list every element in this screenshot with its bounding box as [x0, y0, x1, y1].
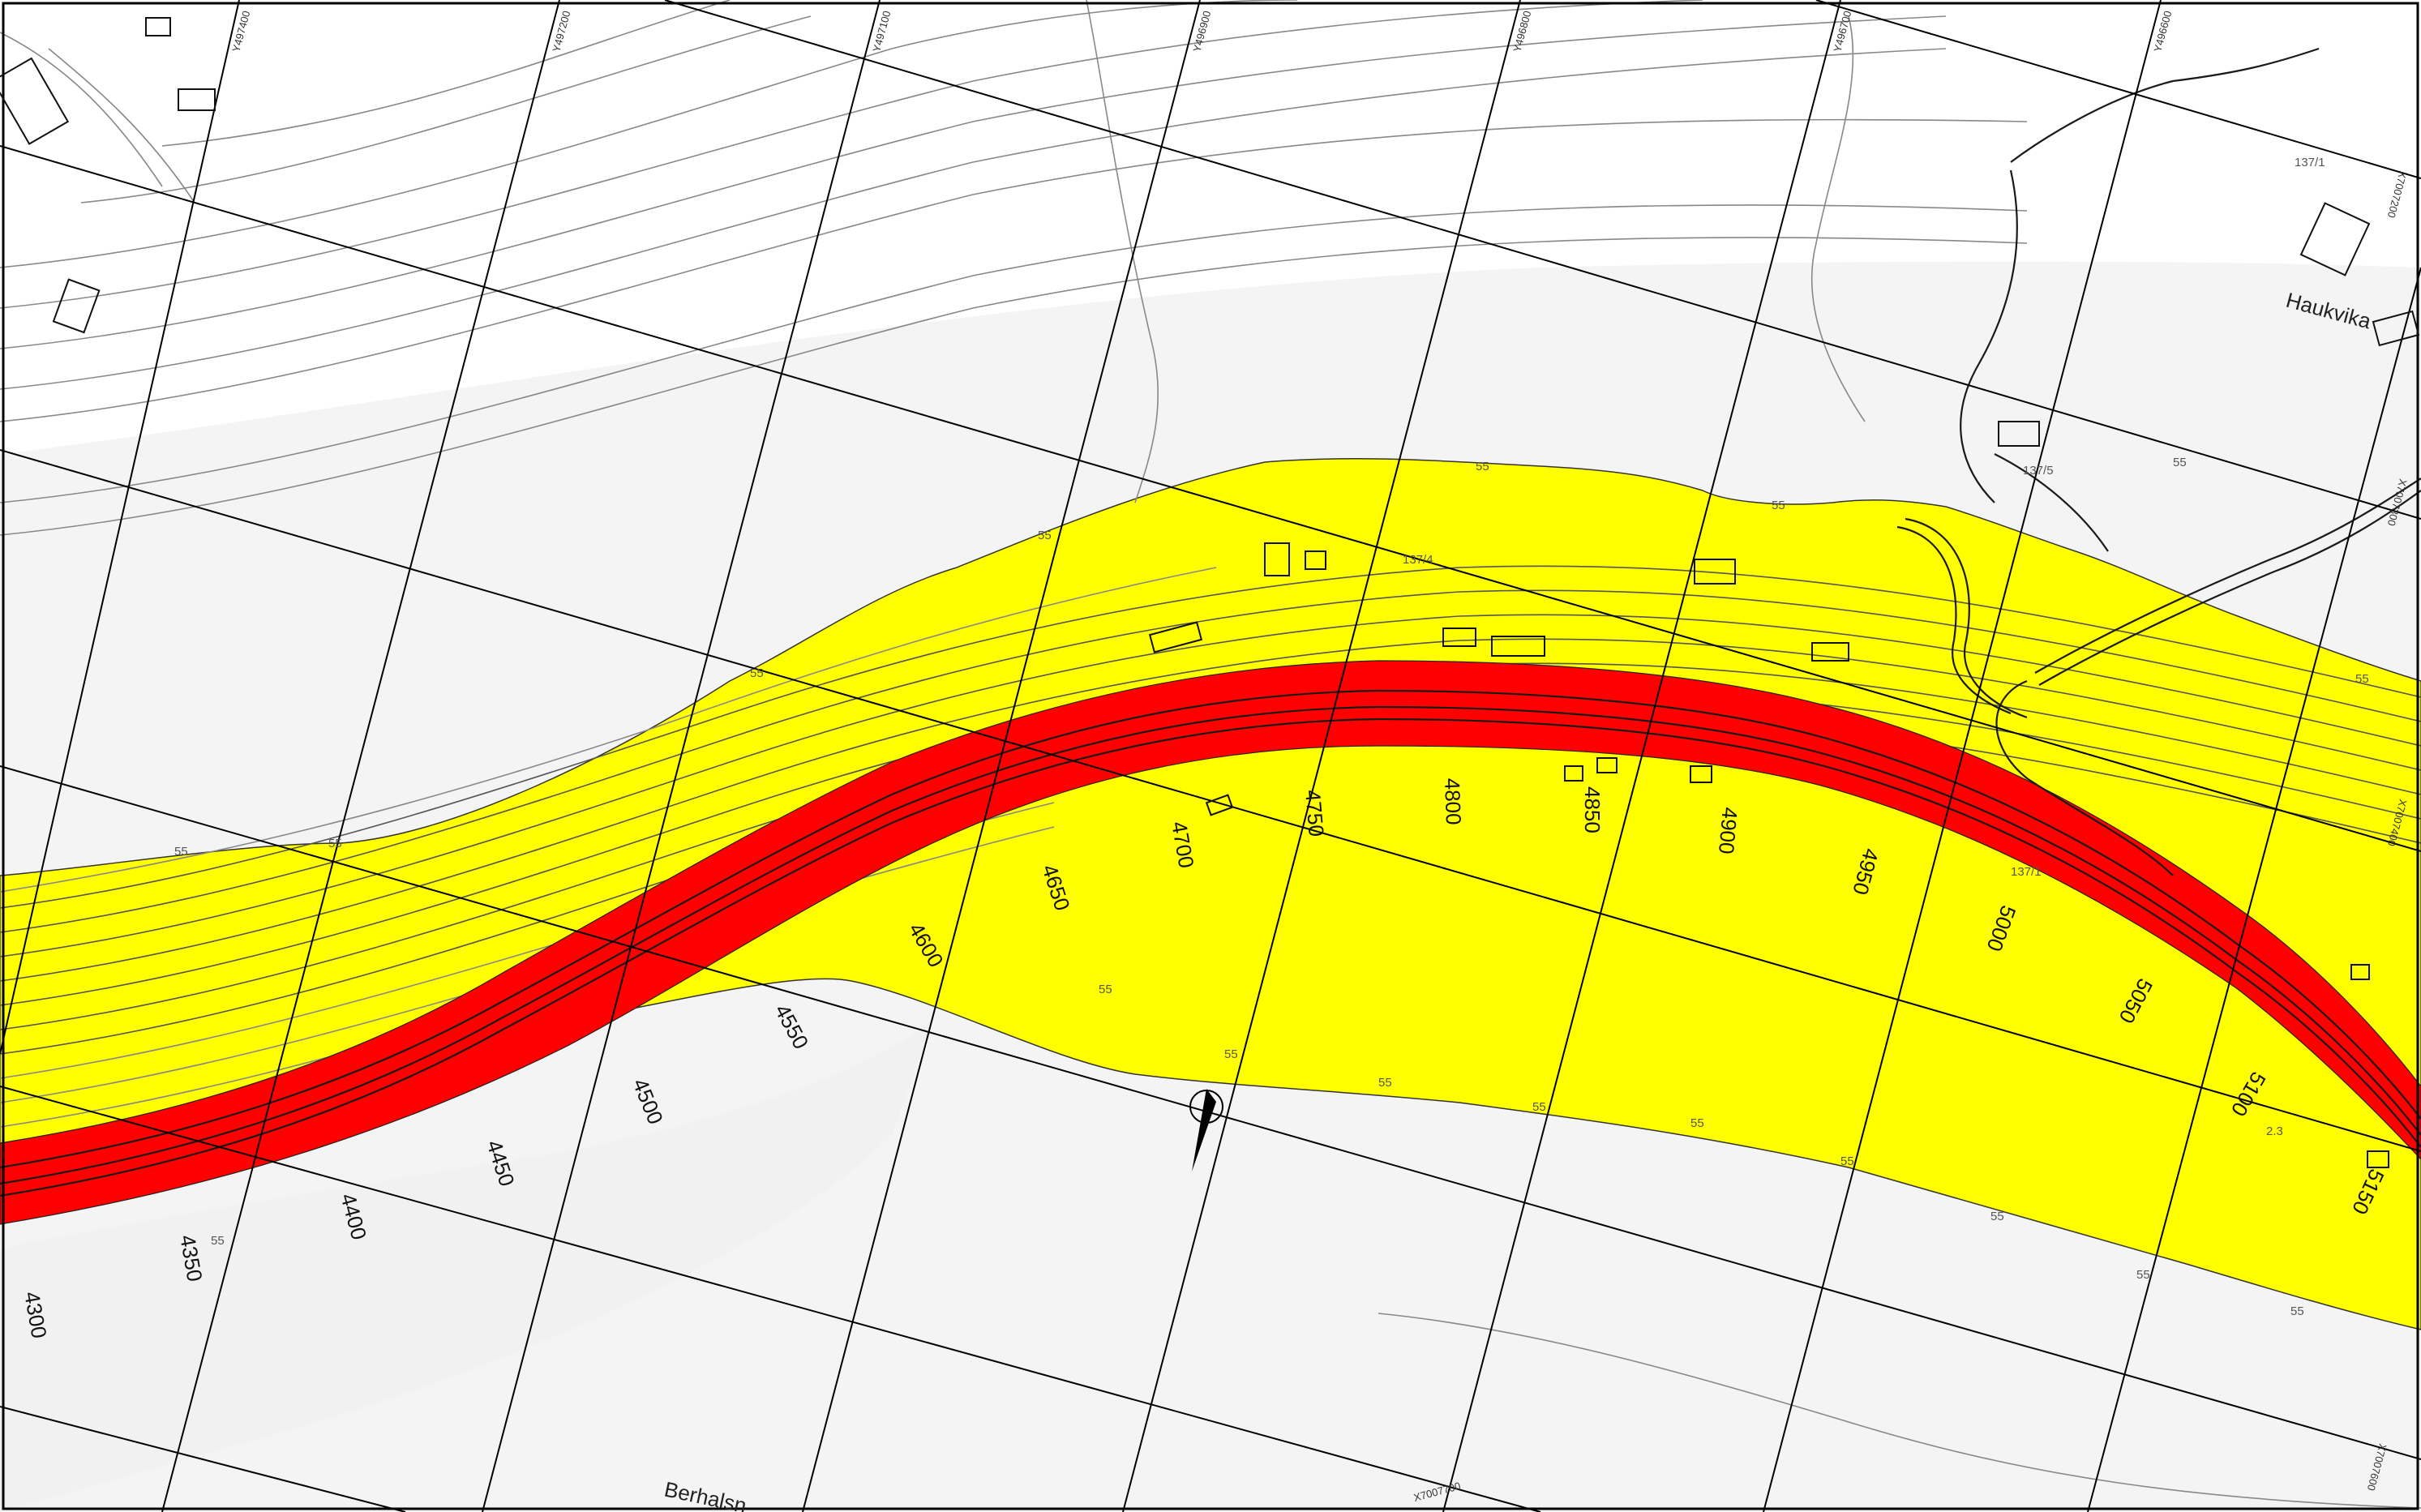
- building: [1264, 542, 1290, 576]
- light-zone-lower: [0, 1022, 932, 1512]
- building: [1442, 628, 1476, 647]
- building: [178, 88, 216, 111]
- road-corridor: [0, 689, 2421, 1197]
- parcel-label: 137/5: [2023, 464, 2054, 478]
- station-label: 4750: [1300, 789, 1329, 837]
- building: [1811, 642, 1849, 662]
- red-noise-zone: [0, 660, 2421, 1225]
- noise-level-label: 55: [211, 1234, 225, 1248]
- noise-level-label: 55: [1772, 499, 1785, 512]
- building: [2367, 1150, 2389, 1168]
- buildings: [0, 17, 2420, 1168]
- building: [1564, 765, 1583, 782]
- noise-level-label: 55: [2355, 672, 2369, 686]
- noise-level-label: 55: [1224, 1047, 1238, 1061]
- noise-level-label: 55: [1099, 983, 1112, 996]
- noise-level-label: 55: [2136, 1268, 2150, 1282]
- building: [1205, 794, 1234, 816]
- station-label: 4850: [1580, 786, 1605, 833]
- noise-level-label: 55: [1690, 1116, 1704, 1130]
- noise-level-label: 55: [1840, 1154, 1854, 1168]
- noise-level-label: 55: [750, 666, 764, 680]
- parcel-label: 137/1: [2011, 865, 2042, 879]
- building: [2372, 310, 2420, 347]
- yellow-noise-zone: [0, 457, 2421, 1330]
- noise-level-label: 55: [1476, 460, 1489, 473]
- parcel-label: 137/4: [1403, 553, 1433, 567]
- building: [2299, 202, 2371, 276]
- noise-level-labels: 55 55 55 55 55 55 55 55 55 55 55 55 55 5…: [174, 456, 2369, 1318]
- building: [2350, 964, 2370, 980]
- building: [52, 278, 101, 334]
- noise-level-label: 55: [2173, 456, 2187, 469]
- building: [1148, 621, 1203, 653]
- building: [145, 17, 171, 36]
- building: [1596, 757, 1618, 773]
- building: [1998, 421, 2040, 447]
- parcel-labels: 137/1 137/5 137/4 137/1 2.3: [1403, 156, 2325, 1138]
- parcel-label: 137/1: [2295, 156, 2325, 169]
- noise-level-label: 55: [1532, 1100, 1546, 1114]
- building: [1694, 559, 1736, 585]
- parcel-label: 2.3: [2266, 1124, 2283, 1138]
- noise-level-label: 55: [174, 845, 188, 859]
- north-arrow-icon: [1189, 1089, 1223, 1171]
- station-label: 4800: [1440, 777, 1466, 825]
- noise-level-label: 55: [1378, 1076, 1392, 1090]
- building: [0, 57, 70, 145]
- building: [1305, 550, 1326, 570]
- building: [1690, 765, 1712, 783]
- station-label: 4900: [1714, 806, 1742, 855]
- noise-level-label: 55: [1038, 529, 1052, 542]
- noise-level-label: 55: [328, 837, 342, 850]
- building: [1491, 636, 1545, 657]
- station-labels: 4300 4350 4400 4450 4500 4550 4600 4650 …: [19, 777, 2389, 1340]
- noise-level-label: 55: [2290, 1304, 2304, 1318]
- noise-level-label: 55: [1990, 1210, 2004, 1223]
